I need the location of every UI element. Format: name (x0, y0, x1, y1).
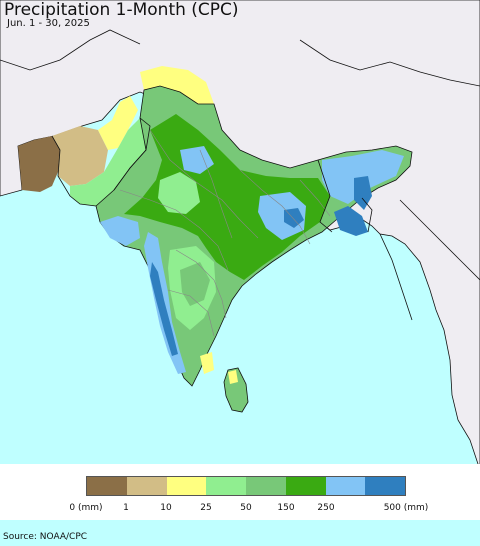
legend-label: 250 (317, 503, 335, 513)
legend-swatch (325, 477, 366, 495)
map-subtitle: Jun. 1 - 30, 2025 (7, 18, 90, 29)
map-title: Precipitation 1-Month (CPC) (4, 0, 239, 20)
legend-label: 0 (mm) (69, 503, 103, 513)
legend-label: 25 (200, 503, 212, 513)
legend-swatch (285, 477, 326, 495)
legend-swatch (246, 477, 286, 495)
region-kerala-yellow (200, 352, 214, 374)
source-note: Source: NOAA/CPC (3, 532, 88, 542)
region-deccan-green (180, 262, 210, 306)
region-central-darkblue (284, 208, 304, 228)
region-west-coast-darkblue (150, 262, 178, 356)
state-boundaries (119, 129, 331, 337)
region-central-green (124, 114, 330, 280)
legend-label: 150 (277, 503, 295, 513)
region-pakistan-yellow (98, 96, 138, 150)
region-north-yellow (140, 66, 214, 104)
legend-swatch (206, 477, 246, 495)
legend-label: 10 (160, 503, 172, 513)
legend-swatch (166, 477, 207, 495)
legend-swatch (365, 477, 405, 495)
region-central-light (158, 172, 200, 214)
legend-swatch (126, 477, 167, 495)
region-sri-lanka-yellow (228, 370, 238, 384)
region-bangladesh-darkblue (334, 206, 368, 236)
legend-label: 500 (mm) (383, 503, 429, 513)
legend-label: 50 (240, 503, 252, 513)
legend-colorbar (86, 476, 406, 496)
region-pakistan-tan (52, 126, 108, 186)
country-borders (0, 29, 480, 321)
region-gujarat-blue (100, 216, 140, 246)
legend-swatch (87, 477, 127, 495)
region-north-blue (180, 146, 214, 174)
region-pakistan-west (18, 136, 60, 192)
legend-label: 1 (123, 503, 129, 513)
region-northeast-darkblue (354, 176, 372, 210)
region-sindh-light (70, 118, 150, 206)
